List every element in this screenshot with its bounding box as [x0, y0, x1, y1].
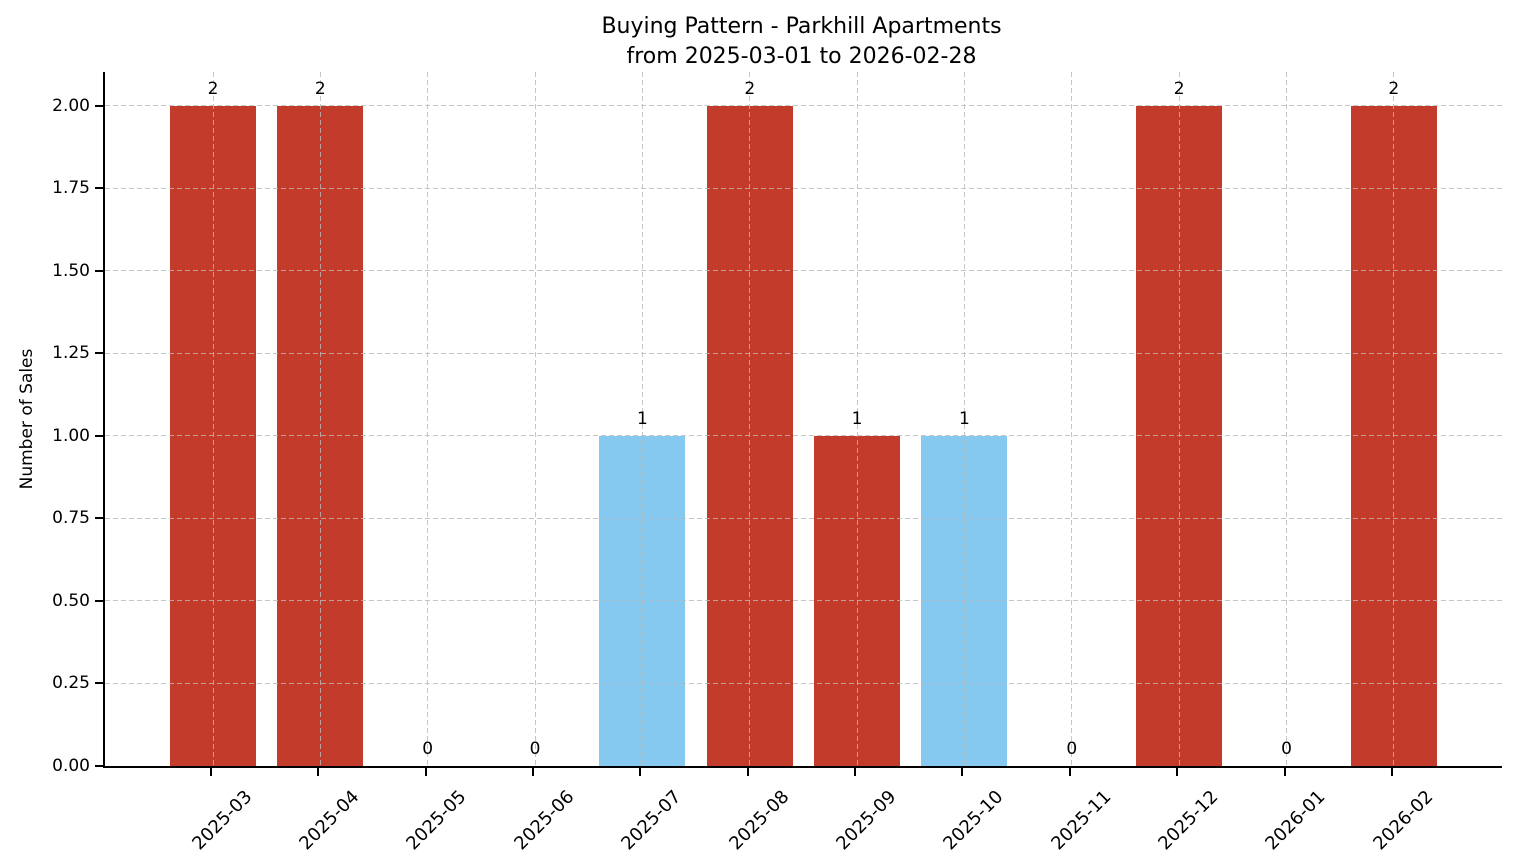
gridline-horizontal — [105, 187, 1502, 189]
bar-value-label: 1 — [636, 409, 648, 429]
x-tick-label: 2025-06 — [510, 786, 579, 855]
bar-value-label: 0 — [1066, 739, 1078, 759]
bar-value-label: 2 — [1388, 79, 1400, 99]
bar-value-label: 2 — [744, 79, 756, 99]
y-tick-mark — [95, 765, 103, 767]
bar-value-label: 2 — [207, 79, 219, 99]
gridline-vertical — [1178, 72, 1180, 766]
gridline-horizontal — [105, 517, 1502, 519]
gridline-vertical — [963, 72, 965, 766]
gridline-vertical — [641, 72, 643, 766]
y-tick-mark — [95, 517, 103, 520]
x-tick-mark — [1390, 768, 1393, 776]
y-tick-mark — [95, 352, 103, 355]
y-axis-label: Number of Sales — [17, 348, 37, 490]
x-tick-mark — [854, 768, 857, 776]
x-tick-mark — [639, 768, 642, 776]
bar-value-label: 2 — [314, 79, 326, 99]
bar-value-label: 1 — [851, 409, 863, 429]
y-tick-label: 0.25 — [52, 673, 90, 694]
y-tick-label: 1.75 — [52, 178, 90, 199]
x-tick-label: 2025-09 — [832, 786, 901, 855]
gridline-horizontal — [105, 105, 1502, 107]
chart-title-line2: from 2025-03-01 to 2026-02-28 — [626, 44, 977, 69]
gridline-vertical — [212, 72, 214, 766]
x-tick-label: 2026-01 — [1261, 786, 1330, 855]
y-tick-mark — [95, 187, 103, 190]
plot-area: 2 2 0 0 1 2 1 1 0 2 0 2 — [103, 72, 1502, 768]
bar-value-label: 0 — [529, 739, 541, 759]
bar-value-label: 2 — [1173, 79, 1185, 99]
x-tick-label: 2025-12 — [1154, 786, 1223, 855]
x-tick-label: 2025-04 — [295, 786, 364, 855]
gridline-vertical — [427, 72, 429, 766]
x-tick-mark — [317, 768, 320, 776]
bar-value-label: 1 — [959, 409, 970, 429]
y-tick-label: 2.00 — [52, 95, 90, 116]
y-tick-label: 0.75 — [52, 508, 90, 529]
x-tick-label: 2026-02 — [1368, 786, 1438, 855]
y-tick-label: 1.00 — [52, 425, 90, 446]
y-tick-label: 0.00 — [52, 756, 90, 776]
gridline-horizontal — [105, 435, 1502, 437]
bar-value-label: 0 — [1281, 739, 1292, 759]
gridline-vertical — [1286, 72, 1287, 766]
y-tick-mark — [95, 269, 103, 272]
x-tick-label: 2025-11 — [1046, 786, 1115, 855]
x-tick-label: 2025-08 — [724, 786, 793, 855]
x-tick-mark — [746, 768, 749, 776]
y-tick-mark — [95, 599, 103, 602]
x-tick-label: 2025-05 — [402, 786, 471, 855]
y-tick-mark — [95, 434, 103, 437]
x-tick-mark — [532, 768, 535, 776]
gridline-horizontal — [105, 600, 1502, 602]
y-tick-mark — [95, 682, 103, 685]
x-tick-mark — [1068, 768, 1071, 776]
chart-title-line1: Buying Pattern - Parkhill Apartments — [601, 14, 1002, 39]
x-tick-label: 2025-07 — [617, 786, 686, 855]
gridline-vertical — [856, 72, 858, 766]
x-tick-mark — [210, 768, 212, 776]
gridline-vertical — [749, 72, 751, 766]
gridline-vertical — [1071, 72, 1073, 766]
bar-value-label: 0 — [422, 739, 434, 759]
x-tick-mark — [961, 768, 964, 776]
y-tick-label: 0.50 — [52, 590, 90, 611]
gridline-vertical — [319, 72, 321, 766]
chart-title: Buying Pattern - Parkhill Apartments fro… — [103, 12, 1500, 72]
x-tick-mark — [424, 768, 427, 776]
y-tick-label: 1.25 — [52, 343, 90, 364]
x-tick-label: 2025-03 — [188, 786, 257, 855]
y-tick-label: 1.50 — [52, 260, 90, 281]
x-tick-label: 2025-10 — [939, 786, 1008, 855]
x-tick-mark — [1283, 768, 1286, 776]
gridline-horizontal — [105, 352, 1502, 354]
y-tick-mark — [95, 104, 103, 107]
x-tick-mark — [1176, 768, 1179, 776]
gridline-horizontal — [105, 270, 1502, 272]
gridline-vertical — [534, 72, 536, 766]
gridline-horizontal — [105, 682, 1502, 684]
gridline-vertical — [1393, 72, 1395, 766]
